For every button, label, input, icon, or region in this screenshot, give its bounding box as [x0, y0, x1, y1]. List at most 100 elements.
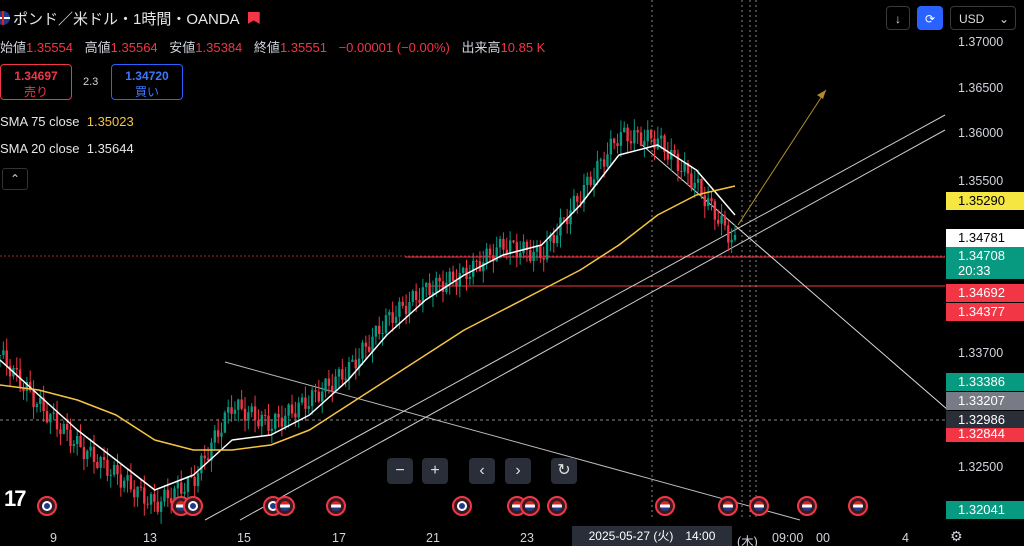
us-event-icon[interactable]	[848, 496, 868, 516]
settings-gear-icon[interactable]: ⚙	[950, 528, 963, 544]
us-event-icon[interactable]	[275, 496, 295, 516]
candle-body	[670, 149, 673, 160]
candle-body	[693, 182, 696, 189]
flag-icon	[331, 501, 341, 511]
reset-chart-button[interactable]: ↻	[551, 458, 577, 484]
candle-body	[703, 195, 706, 207]
currency-select[interactable]: USD ⌄	[950, 6, 1016, 30]
zoom-in-button[interactable]: +	[422, 458, 448, 484]
candle-body	[166, 489, 170, 499]
candle-body	[2, 350, 5, 355]
candle-body	[220, 432, 223, 437]
candle-body	[8, 365, 12, 377]
candle-body	[421, 287, 425, 303]
candle-body	[223, 412, 227, 433]
flag-icon	[853, 501, 863, 511]
candle-body	[626, 127, 629, 142]
collapse-legend-button[interactable]: ⌃	[2, 168, 28, 190]
candle-body	[62, 423, 65, 435]
candle-body	[441, 281, 445, 292]
candle-body	[233, 409, 237, 414]
candle-body	[49, 413, 52, 423]
candle-body	[639, 132, 643, 146]
candle-body	[206, 458, 210, 461]
candle-body	[418, 300, 421, 303]
uk-event-icon[interactable]	[452, 496, 472, 516]
candle-body	[727, 225, 730, 243]
us-event-icon[interactable]	[520, 496, 540, 516]
us-event-icon[interactable]	[749, 496, 769, 516]
us-event-icon[interactable]	[718, 496, 738, 516]
candle-body	[186, 476, 190, 492]
candle-body	[243, 408, 247, 421]
candle-body	[569, 210, 572, 225]
candle-body	[357, 358, 361, 369]
candle-body	[720, 215, 723, 224]
line-price-label: 1.34377	[946, 303, 1024, 321]
bookmark-icon[interactable]	[247, 12, 260, 24]
candle-body	[106, 459, 109, 476]
us-event-icon[interactable]	[797, 496, 817, 516]
candle-body	[623, 127, 626, 133]
symbol-header[interactable]: ポンド／米ドル・1時間・OANDA	[0, 6, 260, 30]
candle-body	[643, 141, 646, 146]
candle-body	[676, 153, 680, 172]
candle-body	[401, 301, 404, 306]
candle-body	[428, 282, 431, 296]
time-tick: 4	[902, 531, 909, 545]
candle-body	[210, 442, 213, 461]
uk-event-icon[interactable]	[37, 496, 57, 516]
candle-body	[425, 282, 428, 288]
scroll-right-button[interactable]: ›	[505, 458, 531, 484]
flag-icon	[525, 501, 535, 511]
gbp-flag-icon	[0, 11, 10, 25]
candle-body	[317, 391, 321, 402]
candle-body	[522, 241, 525, 253]
candle-body	[176, 482, 180, 489]
candle-body	[25, 381, 29, 391]
us-event-icon[interactable]	[547, 496, 567, 516]
candle-body	[334, 376, 337, 392]
download-icon[interactable]: ↓	[886, 6, 910, 30]
candle-body	[250, 406, 253, 413]
candle-body	[139, 486, 143, 488]
sell-button[interactable]: 1.34697 売り	[0, 64, 72, 100]
candle-body	[391, 312, 394, 323]
candle-body	[247, 412, 250, 421]
scroll-left-button[interactable]: ‹	[469, 458, 495, 484]
flag-icon	[512, 501, 522, 511]
candle-body	[284, 415, 287, 427]
candle-body	[277, 413, 280, 418]
trend-drawings[interactable]	[204, 89, 949, 521]
sma75-legend[interactable]: SMA 75 close 1.35023	[0, 114, 134, 129]
flag-icon	[552, 501, 562, 511]
buy-button[interactable]: 1.34720 買い	[111, 64, 183, 100]
time-tick: 9	[50, 531, 57, 545]
flag-icon	[754, 501, 764, 511]
sync-icon[interactable]: ⟳	[917, 6, 943, 30]
candle-body	[5, 350, 8, 366]
us-event-icon[interactable]	[655, 496, 675, 516]
candle-body	[307, 406, 310, 409]
zoom-out-button[interactable]: −	[387, 458, 413, 484]
candle-body	[297, 402, 300, 418]
candle-body	[609, 138, 613, 155]
flag-icon	[802, 501, 812, 511]
candle-body	[700, 178, 703, 196]
uk-event-icon[interactable]	[183, 496, 203, 516]
price-tick: 1.37000	[958, 35, 1004, 49]
line-series	[0, 144, 736, 491]
candle-body	[129, 475, 133, 490]
us-event-icon[interactable]	[326, 496, 346, 516]
candle-body	[616, 143, 619, 146]
candle-body	[65, 423, 69, 430]
sma20-legend[interactable]: SMA 20 close 1.35644	[0, 141, 134, 156]
candle-body	[680, 171, 683, 173]
price-tick: 1.36000	[958, 126, 1004, 140]
candle-body	[458, 273, 461, 287]
candle-body	[498, 238, 502, 248]
flag-icon	[268, 501, 278, 511]
candle-body	[183, 491, 186, 494]
candle-body	[196, 473, 200, 487]
